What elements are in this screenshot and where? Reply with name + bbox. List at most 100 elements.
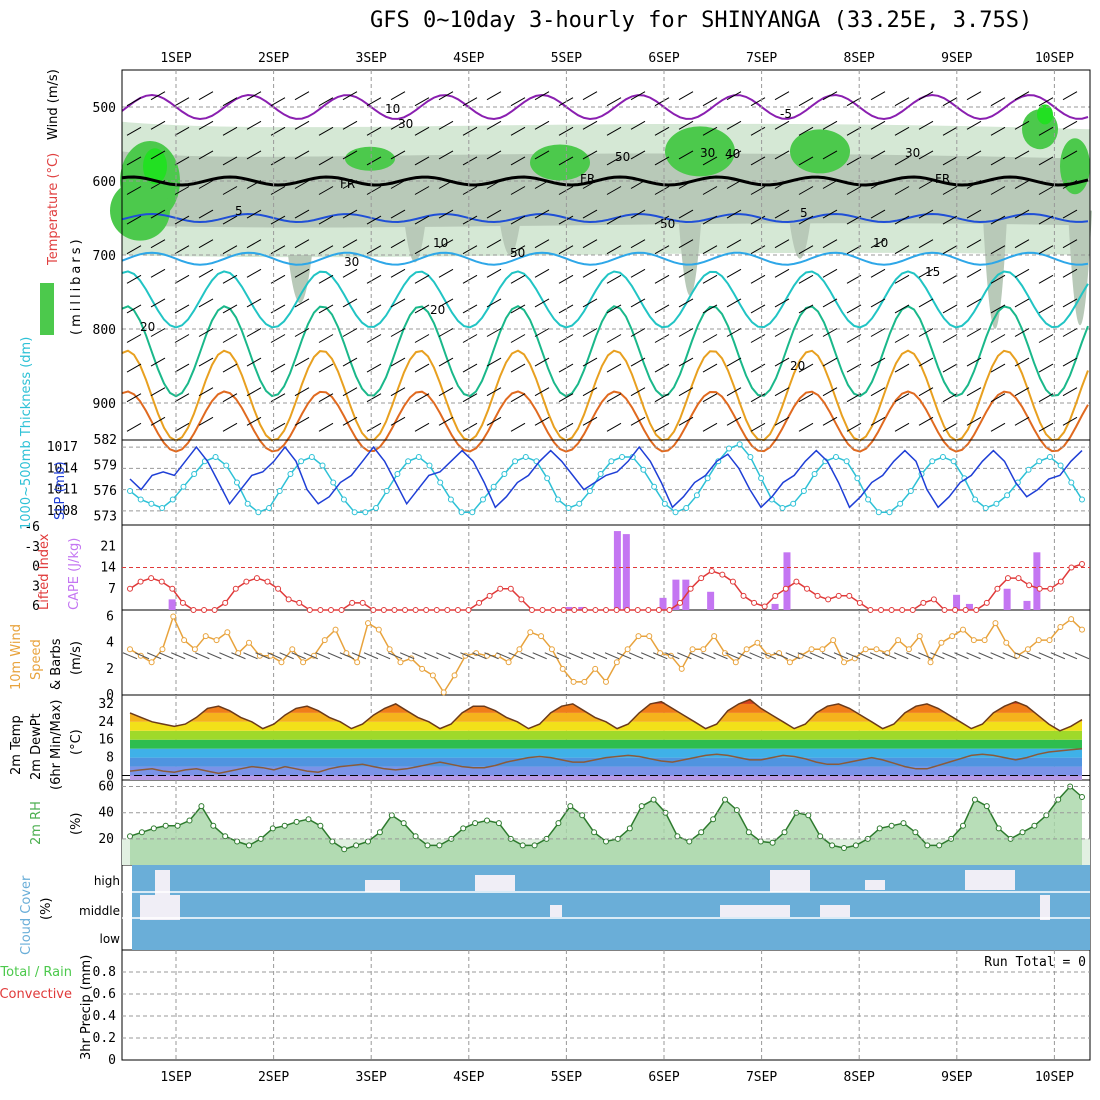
thickness-line-point: [651, 483, 658, 490]
wind-barb: [246, 209, 262, 219]
surface-wind-barb: [207, 652, 222, 660]
wind-barb: [462, 422, 478, 432]
wind-barb: [822, 180, 838, 189]
wind-barb: [630, 91, 646, 101]
thickness-line-point: [180, 483, 187, 490]
wind-barb: [1038, 274, 1054, 284]
rh-tick: 40: [98, 806, 114, 821]
thickness-line-point: [683, 505, 690, 511]
wind-barb: [702, 422, 718, 432]
cape-bar: [1023, 600, 1031, 610]
thickness-line-point: [779, 505, 786, 511]
thickness-line-point: [351, 509, 358, 516]
wind-barb: [798, 126, 814, 136]
wind-barb: [678, 150, 694, 160]
li-line-point: [338, 607, 345, 613]
wind-barb: [846, 186, 862, 195]
rh2m-line-point: [162, 822, 169, 829]
wind-barb: [798, 274, 814, 284]
li-line-point: [803, 585, 810, 592]
wind-speed-line-point: [278, 659, 285, 666]
rh-tongue: [403, 210, 427, 263]
wind-barb: [870, 268, 886, 278]
wind-barb: [174, 97, 190, 107]
thickness-line-point: [405, 458, 412, 465]
wind-barb: [702, 304, 718, 314]
chart-title: GFS 0~10day 3-hourly for SHINYANGA (33.2…: [370, 8, 1033, 33]
wind-barb: [318, 156, 334, 166]
thickness-line-point: [854, 475, 861, 482]
cloud-clear-patch: [140, 895, 180, 920]
thickness-line-point: [501, 471, 508, 477]
date-label-top: 3SEP: [356, 51, 387, 66]
li-line-point: [571, 607, 578, 613]
rh2m-line-point: [805, 812, 812, 819]
date-label-top: 9SEP: [941, 51, 972, 66]
wind-barb: [606, 363, 622, 373]
wind-barb: [990, 97, 1006, 107]
li-tick: 0: [32, 560, 40, 575]
wind-barb: [174, 274, 190, 284]
wind-barb: [222, 393, 238, 403]
wind-barb: [918, 328, 934, 337]
y-axis-label-wind-units: (m/s): [69, 641, 84, 675]
wind-barb: [222, 126, 238, 136]
wind-barb: [150, 416, 166, 426]
cape-tick: 7: [108, 582, 116, 597]
wind-speed-line-point: [181, 637, 188, 644]
wind-barb: [366, 215, 382, 225]
freezing-level: [121, 175, 1089, 187]
rh-blob-bright: [143, 148, 167, 185]
wind-barb: [822, 328, 838, 337]
surface-wind-barb: [592, 652, 608, 660]
rh2m-line-point: [1055, 796, 1062, 803]
wind-barb: [486, 328, 502, 337]
thickness-line-point: [907, 488, 914, 494]
wind-barb: [750, 363, 766, 373]
wind-barb: [1014, 239, 1030, 249]
surface-wind-barb: [640, 652, 656, 660]
wind-barb: [462, 186, 478, 195]
wind-barb: [534, 387, 550, 397]
cape-bar: [578, 606, 586, 610]
wind-barb: [534, 268, 550, 278]
date-label-top: 6SEP: [648, 51, 679, 66]
wind-barb: [918, 239, 934, 249]
wind-barb: [366, 304, 382, 314]
wind-speed-line-point: [1003, 639, 1010, 646]
wind-barb: [318, 304, 334, 314]
wind-barb: [918, 209, 934, 219]
wind-barb: [342, 387, 358, 397]
thickness-line-point: [597, 471, 604, 477]
li-line-point: [370, 607, 377, 613]
wind-barb: [126, 97, 142, 107]
thickness-line-point: [972, 496, 979, 503]
rh2m-line-point: [745, 829, 752, 836]
wind-barb: [1062, 387, 1078, 397]
wind-barb: [150, 357, 166, 367]
wind-barb: [1038, 334, 1054, 343]
wind-barb: [150, 328, 166, 337]
wind-barb: [654, 304, 670, 314]
wind-speed-line-point: [429, 672, 436, 679]
wind-barb: [486, 387, 502, 397]
surface-wind-barb: [267, 652, 282, 660]
wind-barb: [318, 393, 334, 403]
y-axis-label-temp-units: (°C): [69, 729, 84, 755]
wind-speed-line-point: [1068, 616, 1075, 623]
cloud-level-label-middle: middle: [79, 904, 120, 918]
thickness-line-point: [929, 458, 936, 465]
wind-barb: [174, 304, 190, 314]
thickness-line-point: [736, 441, 743, 448]
contour-label: FR: [580, 172, 595, 186]
wind-barb: [966, 298, 982, 308]
wind-barb: [678, 298, 694, 308]
surface-wind-barb: [881, 652, 897, 660]
thickness-line-point: [426, 462, 433, 469]
li-line-point: [476, 599, 483, 606]
thickness-line-point: [758, 475, 765, 482]
wind-barb: [198, 387, 214, 397]
rh2m-line-point: [400, 820, 407, 827]
li-line-point: [391, 607, 398, 613]
